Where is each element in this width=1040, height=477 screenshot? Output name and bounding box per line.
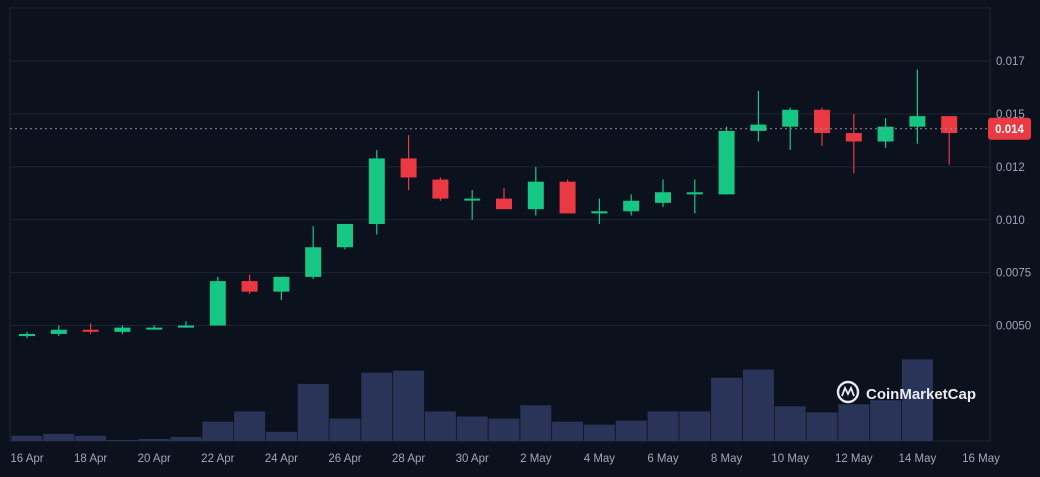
- x-tick-label: 20 Apr: [138, 453, 171, 465]
- candle-body: [591, 211, 608, 214]
- coinmarketcap-logo-icon-wave: [841, 385, 855, 397]
- x-tick-label: 22 Apr: [201, 453, 234, 465]
- volume-bar: [647, 411, 679, 441]
- candle-body: [241, 281, 258, 292]
- volume-bar: [520, 405, 552, 441]
- x-tick-label: 4 May: [584, 453, 616, 465]
- x-tick-label: 28 Apr: [392, 453, 425, 465]
- y-tick-label: 0.017: [996, 56, 1025, 68]
- x-tick-label: 8 May: [711, 453, 743, 465]
- volume-bar: [774, 406, 806, 441]
- volume-bar: [711, 377, 743, 441]
- volume-bar: [265, 431, 297, 441]
- x-tick-label: 16 May: [962, 453, 1000, 465]
- candle-body: [845, 133, 862, 142]
- volume-bar: [901, 359, 933, 441]
- volume-bar: [838, 404, 870, 441]
- candle-body: [273, 276, 290, 292]
- candle-body: [114, 327, 131, 332]
- candle-body: [718, 130, 735, 195]
- coinmarketcap-watermark: CoinMarketCap: [836, 380, 976, 404]
- volume-bar: [583, 424, 615, 441]
- last-price-badge: [988, 117, 1031, 140]
- candle-body: [432, 179, 449, 199]
- candle-body: [305, 247, 322, 277]
- x-tick-label: 14 May: [899, 453, 937, 465]
- candle-body: [814, 109, 830, 134]
- candle-body: [82, 329, 99, 332]
- x-tick-label: 2 May: [520, 453, 552, 465]
- volume-bar: [488, 418, 520, 441]
- y-tick-label: 0.0050: [996, 321, 1031, 333]
- volume-bar: [138, 438, 170, 441]
- last-price-label: 0.014: [995, 124, 1024, 136]
- x-tick-label: 12 May: [835, 453, 873, 465]
- x-tick-label: 10 May: [771, 453, 809, 465]
- volume-bar: [806, 412, 838, 441]
- candles: [19, 69, 958, 339]
- grid-lines: [9, 7, 991, 442]
- volume-bar: [615, 420, 647, 441]
- x-axis: 16 Apr 18 Apr 20 Apr 22 Apr 24 Apr 26 Apr 28 A…: [10, 453, 1000, 465]
- candle-body: [941, 116, 958, 134]
- volume-bar: [393, 370, 425, 441]
- volume-bar: [170, 436, 202, 441]
- volume-bar: [75, 435, 107, 441]
- volume-bar: [11, 435, 43, 441]
- candle-body: [909, 116, 926, 127]
- candle-body: [559, 181, 576, 214]
- volume-bar: [329, 418, 361, 441]
- volume-bar: [297, 383, 329, 441]
- volume-bar: [43, 433, 75, 441]
- candle-body: [877, 126, 894, 142]
- volume-bar: [456, 416, 488, 441]
- candle-body: [209, 281, 226, 326]
- volume-bars: [11, 359, 933, 441]
- y-tick-label: 0.012: [996, 162, 1025, 174]
- volume-bar: [424, 411, 456, 441]
- x-tick-label: 18 Apr: [74, 453, 107, 465]
- candle-body: [623, 200, 640, 212]
- y-tick-label: 0.0075: [996, 268, 1031, 280]
- candle-body: [400, 158, 417, 178]
- volume-bar: [234, 411, 266, 441]
- x-tick-label: 24 Apr: [265, 453, 298, 465]
- candle-body: [50, 329, 67, 334]
- y-tick-label: 0.010: [996, 215, 1025, 227]
- candle-body: [527, 181, 544, 210]
- last-price-marker: 0.014: [10, 117, 1031, 140]
- volume-bar: [870, 400, 902, 441]
- candle-body: [337, 223, 353, 248]
- volume-bar: [361, 372, 393, 441]
- candle-body: [496, 198, 512, 210]
- candle-body: [686, 192, 703, 195]
- coinmarketcap-logo-icon: [836, 380, 860, 404]
- candle-body: [750, 124, 767, 131]
- volume-bar: [202, 421, 234, 441]
- x-tick-label: 16 Apr: [10, 453, 43, 465]
- candle-body: [19, 333, 35, 337]
- x-tick-label: 30 Apr: [456, 453, 489, 465]
- candle-body: [655, 192, 671, 203]
- volume-bar: [679, 411, 711, 441]
- x-tick-label: 26 Apr: [328, 453, 361, 465]
- candle-body: [368, 158, 385, 224]
- candle-body: [782, 109, 799, 127]
- candle-body: [178, 325, 194, 328]
- candle-body: [146, 327, 163, 330]
- watermark-text: CoinMarketCap: [866, 386, 976, 403]
- volume-bar: [106, 439, 138, 441]
- volume-bar: [742, 369, 774, 441]
- x-tick-label: 6 May: [647, 453, 679, 465]
- candle-body: [464, 198, 481, 201]
- volume-bar: [552, 421, 584, 441]
